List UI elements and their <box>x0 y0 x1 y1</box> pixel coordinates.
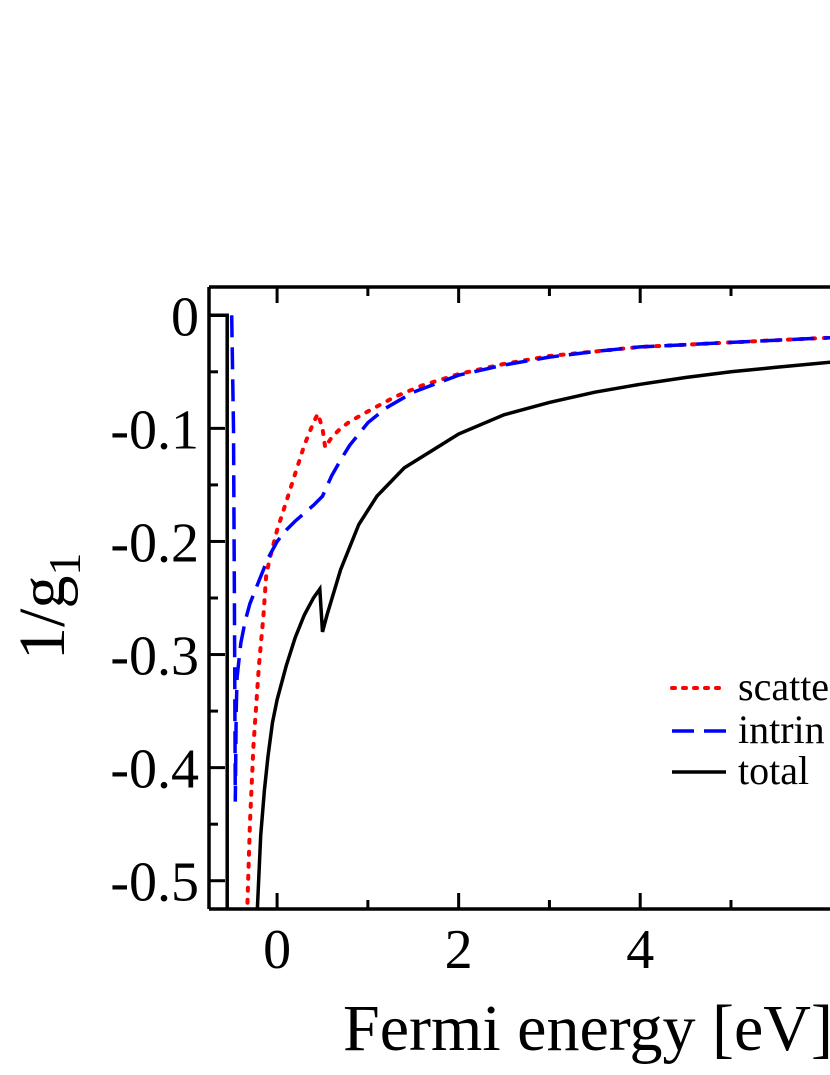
legend-label-total: total <box>738 748 809 793</box>
series-line-intrin <box>229 315 830 802</box>
series-line-total <box>255 360 830 909</box>
legend-label-intrin: intrin <box>738 707 825 752</box>
axes <box>207 285 830 911</box>
y-tick-label: -0.3 <box>110 626 199 688</box>
y-tick-label: -0.5 <box>110 852 199 914</box>
ticks: 0 2 4 0 -0.1 -0.2 -0.3 -0.4 -0.5 <box>110 286 733 981</box>
y-tick-label: -0.1 <box>110 399 199 461</box>
x-axis-title: Fermi energy [eV] <box>343 992 830 1065</box>
x-tick-label: 0 <box>263 919 291 981</box>
x-tick-label: 4 <box>626 919 654 981</box>
x-tick-label: 2 <box>445 919 473 981</box>
y-axis-title: 1/g1 <box>6 553 90 660</box>
y-tick-label: -0.4 <box>110 739 199 801</box>
y-axis-title-subscript: 1 <box>39 553 90 576</box>
y-tick-label: -0.2 <box>110 512 199 574</box>
series-layer <box>209 313 830 909</box>
y-axis-title-group: 1/g1 <box>6 553 90 660</box>
y-axis-title-main: 1/g <box>6 576 79 660</box>
legend-label-scatte: scatte <box>738 664 829 709</box>
series-line-scatte <box>245 335 830 909</box>
y-tick-label: 0 <box>171 286 199 348</box>
